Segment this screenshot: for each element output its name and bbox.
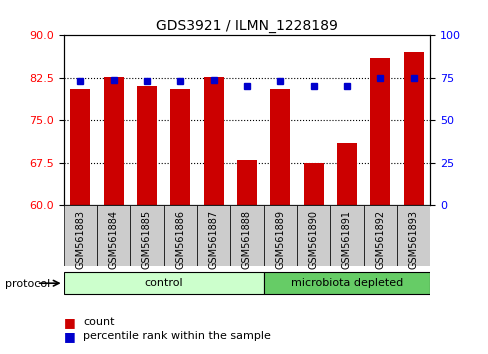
Bar xyxy=(137,86,157,205)
Text: count: count xyxy=(83,317,114,327)
Bar xyxy=(237,160,256,205)
Text: GSM561885: GSM561885 xyxy=(142,210,152,269)
Text: GSM561884: GSM561884 xyxy=(108,210,118,269)
Bar xyxy=(303,163,323,205)
Bar xyxy=(63,205,97,266)
Bar xyxy=(230,205,263,266)
Text: percentile rank within the sample: percentile rank within the sample xyxy=(83,331,270,341)
Bar xyxy=(203,77,223,205)
Text: GSM561890: GSM561890 xyxy=(308,210,318,269)
Bar xyxy=(369,58,389,205)
Bar xyxy=(70,89,90,205)
Text: GSM561889: GSM561889 xyxy=(275,210,285,269)
Bar xyxy=(336,143,356,205)
Title: GDS3921 / ILMN_1228189: GDS3921 / ILMN_1228189 xyxy=(156,19,337,33)
Text: GSM561893: GSM561893 xyxy=(408,210,418,269)
Bar xyxy=(197,205,230,266)
Text: GSM561888: GSM561888 xyxy=(242,210,251,269)
Bar xyxy=(329,205,363,266)
Text: control: control xyxy=(144,278,183,288)
Text: ■: ■ xyxy=(63,316,75,329)
Bar xyxy=(296,205,329,266)
Bar xyxy=(270,89,290,205)
Text: ■: ■ xyxy=(63,330,75,343)
Bar xyxy=(63,272,263,295)
Bar xyxy=(130,205,163,266)
Text: microbiota depleted: microbiota depleted xyxy=(290,278,402,288)
Bar xyxy=(363,205,396,266)
Bar xyxy=(396,205,429,266)
Text: GSM561887: GSM561887 xyxy=(208,210,218,269)
Text: GSM561892: GSM561892 xyxy=(375,210,385,269)
Text: GSM561883: GSM561883 xyxy=(75,210,85,269)
Bar xyxy=(403,52,423,205)
Bar xyxy=(263,205,296,266)
Text: GSM561886: GSM561886 xyxy=(175,210,185,269)
Text: protocol: protocol xyxy=(5,279,50,289)
Text: GSM561891: GSM561891 xyxy=(341,210,351,269)
Bar xyxy=(263,272,429,295)
Bar xyxy=(163,205,197,266)
Bar xyxy=(170,89,190,205)
Bar xyxy=(97,205,130,266)
Bar xyxy=(103,77,123,205)
